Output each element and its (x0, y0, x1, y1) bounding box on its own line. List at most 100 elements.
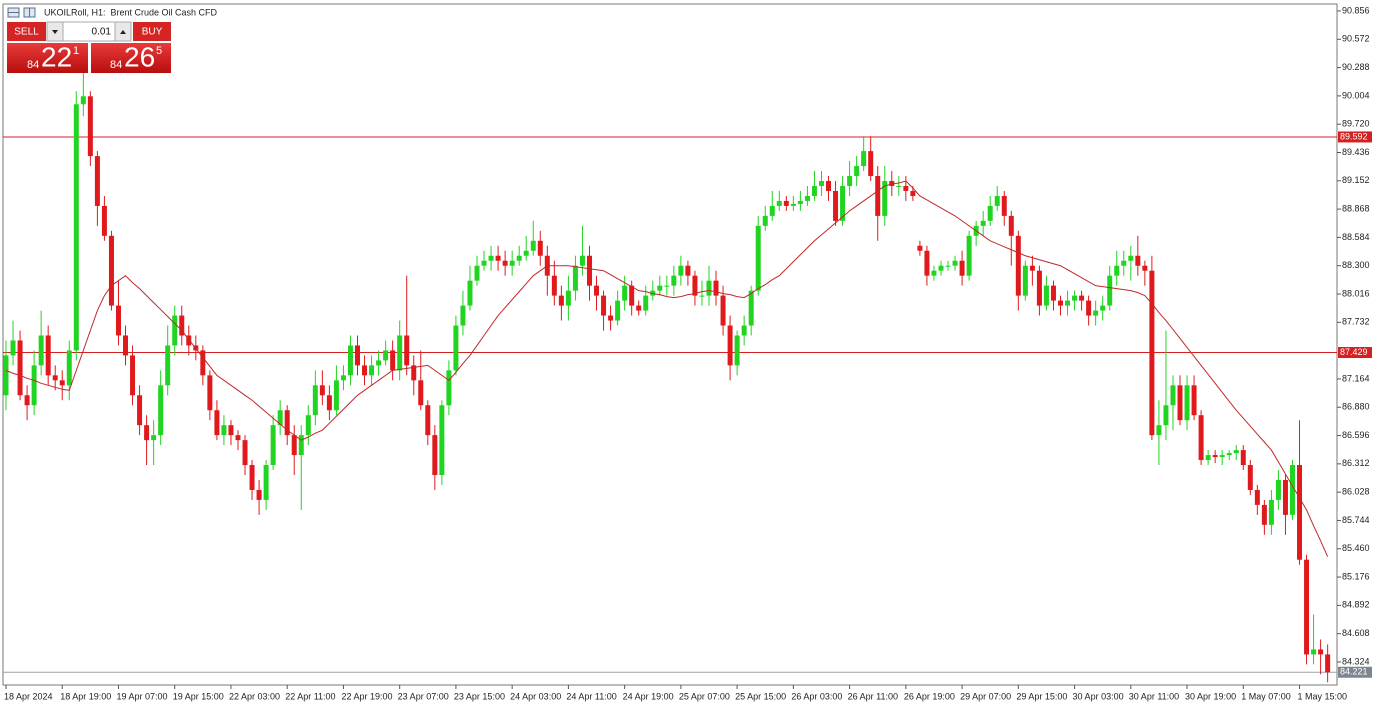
candle-body (151, 435, 157, 441)
candle-body (1198, 415, 1204, 461)
axes: 90.856 90.572 90.288 90.004 89.720 89.436 89.1… (4, 5, 1372, 701)
candle-body (868, 151, 874, 177)
plot-area (2, 3, 1338, 686)
candle-body (186, 335, 192, 346)
y-tick-label: 88.584 (1342, 232, 1370, 242)
ask-big: 26 (124, 41, 155, 72)
x-tick-label: 26 Apr 03:00 (791, 691, 842, 701)
candle-body (1022, 265, 1028, 296)
candle-body (446, 370, 452, 406)
candle-body (137, 395, 143, 426)
candle-body (636, 305, 642, 311)
moving-average (5, 180, 1329, 557)
candle-body (818, 181, 824, 186)
candle-body (383, 350, 389, 361)
candle-body (347, 345, 353, 376)
y-tick-label: 89.436 (1342, 147, 1370, 157)
candle-body (917, 245, 923, 251)
candle-body (1254, 489, 1260, 505)
candle-body (165, 345, 171, 386)
y-tick-label: 90.288 (1342, 62, 1370, 72)
candle-body (741, 325, 747, 336)
sell-label: SELL (14, 27, 39, 38)
candle-body (657, 285, 663, 291)
candle-body (340, 375, 346, 381)
candle-body (270, 425, 276, 466)
candle-body (256, 489, 262, 500)
x-tick-label: 24 Apr 03:00 (510, 691, 561, 701)
y-tick-label: 90.572 (1342, 34, 1370, 44)
candle-body (734, 335, 740, 366)
candle-body (713, 280, 719, 296)
x-tick-label: 23 Apr 15:00 (454, 691, 505, 701)
sell-button[interactable] (7, 22, 46, 41)
y-tick-label: 89.720 (1342, 119, 1370, 129)
candle-body (1086, 300, 1092, 316)
candle-body (425, 405, 431, 436)
candle-body (432, 435, 438, 476)
x-tick-label: 30 Apr 19:00 (1185, 691, 1236, 701)
level-label: 89.592 (1340, 131, 1368, 141)
candle-body (369, 365, 375, 376)
bid-box[interactable] (7, 43, 88, 73)
candle-body (509, 260, 515, 266)
candle-body (38, 335, 44, 366)
candle-body (1170, 385, 1176, 406)
candle-body (1008, 215, 1014, 236)
buy-button[interactable] (133, 22, 171, 41)
y-tick-label: 85.460 (1342, 543, 1370, 553)
candle-body (1163, 405, 1169, 426)
x-tick-label: 1 May 15:00 (1298, 691, 1348, 701)
candle-body (1205, 455, 1211, 461)
candle-body (790, 203, 796, 206)
candle-body (1079, 295, 1085, 301)
candle-body (931, 270, 937, 276)
candle-body (685, 265, 691, 276)
candle-body (1233, 450, 1239, 454)
candle-body (903, 185, 909, 191)
candle-body (467, 280, 473, 306)
candle-body (495, 255, 501, 261)
candle-body (622, 285, 628, 301)
candle-body (1121, 260, 1127, 266)
candle-body (854, 166, 860, 177)
candle-body (1184, 385, 1190, 421)
ask-box[interactable] (91, 43, 171, 73)
candle-body (1311, 649, 1317, 655)
level-label-box (1338, 131, 1372, 143)
candle-body (706, 280, 712, 296)
candle-body (1289, 465, 1295, 515)
y-tick-label: 86.028 (1342, 487, 1370, 497)
x-tick-label: 29 Apr 07:00 (960, 691, 1011, 701)
y-tick-label: 88.016 (1342, 288, 1370, 298)
candle-body (1240, 450, 1246, 466)
y-tick-label: 86.880 (1342, 402, 1370, 412)
candle-body (1275, 479, 1281, 500)
candle-body (397, 335, 403, 371)
candle-body (1050, 285, 1056, 301)
candle-body (833, 190, 839, 221)
candle-body (172, 315, 178, 346)
candle-body (1149, 270, 1155, 436)
y-tick-label: 88.868 (1342, 203, 1370, 213)
candle-body (1065, 300, 1071, 306)
x-tick-label: 24 Apr 11:00 (566, 691, 616, 701)
y-tick-label: 90.856 (1342, 5, 1370, 15)
candle-body (952, 260, 958, 266)
candle-body (579, 255, 585, 266)
candle-body (228, 425, 234, 436)
candle-body (333, 380, 339, 411)
candle-body (10, 340, 16, 356)
y-tick-label: 85.176 (1342, 571, 1370, 581)
bid-sup: 1 (73, 45, 79, 57)
candle-body (1100, 305, 1106, 311)
candle-body (755, 225, 761, 291)
candle-body (678, 265, 684, 276)
candle-body (404, 335, 410, 366)
candle-body (101, 205, 107, 236)
candle-body (319, 385, 325, 396)
candle-body (179, 315, 185, 336)
candle-body (516, 255, 522, 261)
candle-body (629, 285, 635, 306)
candle-body (945, 265, 951, 267)
